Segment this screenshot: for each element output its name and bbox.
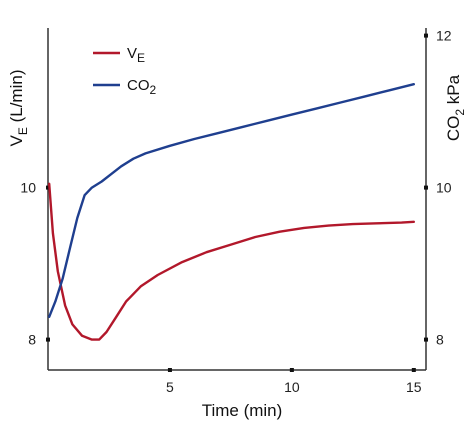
right-y-tick-label: 8 [436, 332, 444, 348]
right-y-tick-label: 12 [436, 28, 452, 44]
x-tick-label: 15 [406, 379, 422, 395]
axes: 5 10 15 8 10 8 10 12 [20, 28, 451, 395]
left-y-tick-mark [46, 185, 50, 190]
right-y-tick-label: 10 [436, 180, 452, 196]
x-tick-mark [411, 368, 416, 372]
x-axis-title: Time (min) [202, 401, 283, 420]
x-tick-mark [289, 368, 294, 372]
x-tick-label: 10 [284, 379, 300, 395]
legend-label-co2: CO2 [127, 77, 157, 97]
axis-labels: Time (min) VE (L/min) CO2 kPa [7, 70, 467, 420]
left-y-axis-title: VE (L/min) [7, 70, 30, 147]
series-line-ve [48, 182, 415, 341]
legend: VE CO2 [93, 45, 157, 97]
right-y-tick-mark [424, 33, 428, 38]
series-lines [48, 83, 415, 341]
right-y-tick-mark [424, 337, 428, 342]
left-y-tick-mark [46, 337, 50, 342]
series-line-co2 [48, 83, 415, 318]
x-tick-mark [167, 368, 172, 372]
right-y-axis-title: CO2 kPa [444, 74, 467, 141]
x-tick-label: 5 [166, 379, 174, 395]
legend-label-ve: VE [127, 45, 145, 65]
right-y-tick-mark [424, 185, 428, 190]
left-y-tick-label: 8 [28, 332, 36, 348]
left-y-tick-label: 10 [20, 180, 36, 196]
